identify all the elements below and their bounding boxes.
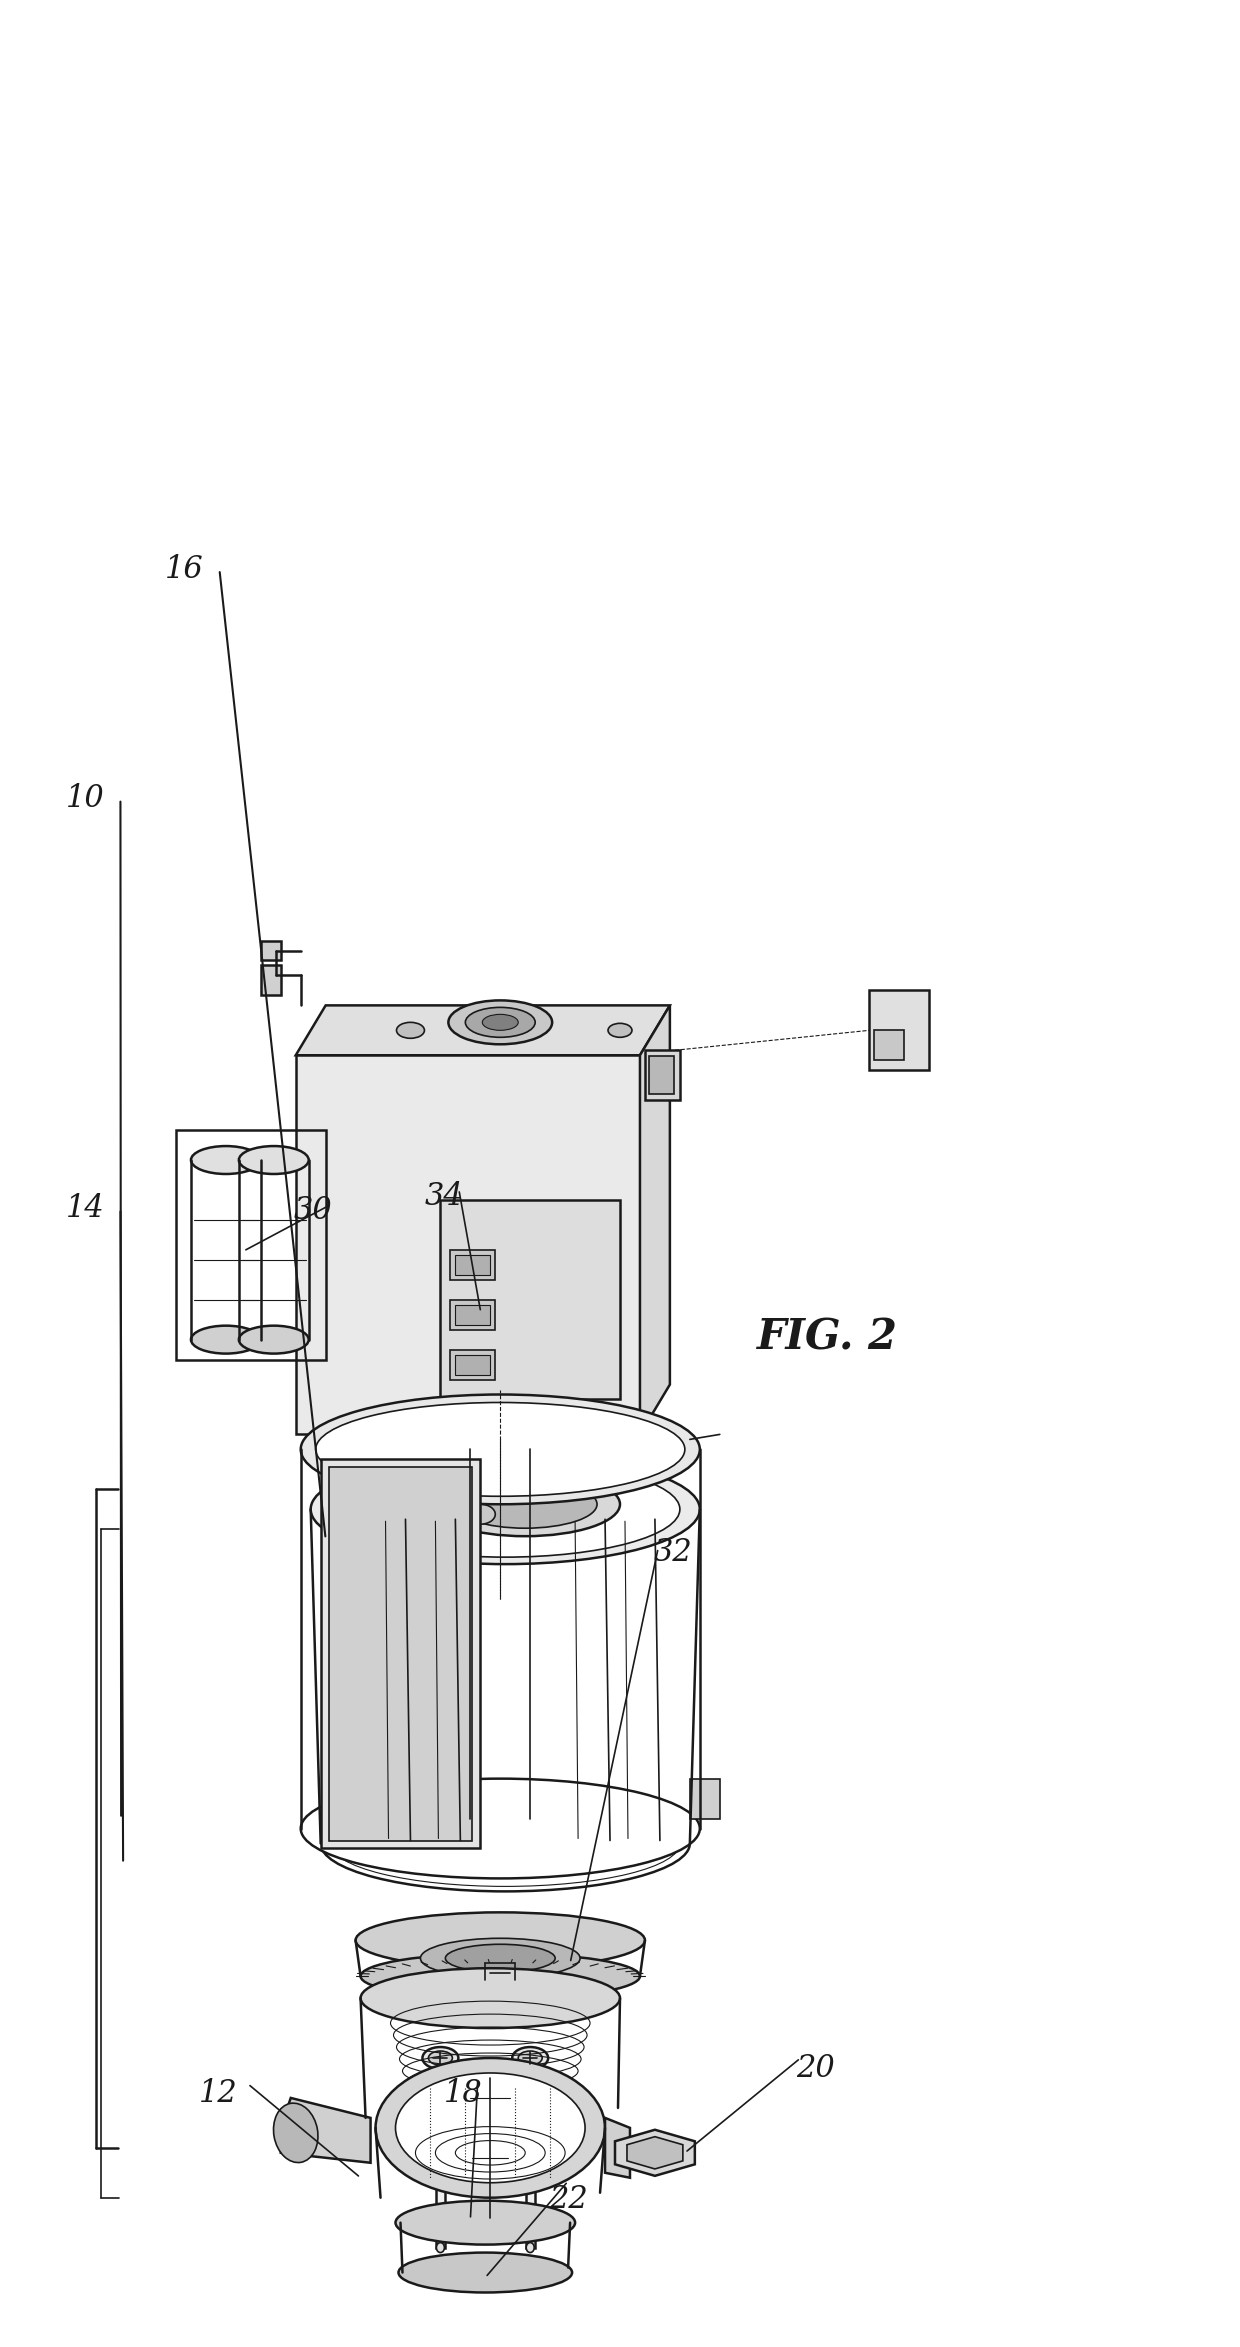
Ellipse shape: [396, 2201, 575, 2244]
Bar: [329, 1467, 472, 1840]
Text: 16: 16: [165, 554, 203, 584]
Ellipse shape: [405, 1493, 425, 1507]
Polygon shape: [295, 1005, 670, 1056]
Ellipse shape: [420, 1939, 580, 1979]
Polygon shape: [627, 2136, 683, 2169]
Text: 14: 14: [66, 1192, 105, 1225]
Ellipse shape: [321, 1795, 689, 1892]
Text: 32: 32: [653, 1537, 693, 1568]
Polygon shape: [295, 1056, 640, 1434]
Polygon shape: [615, 2129, 694, 2176]
Ellipse shape: [239, 1145, 309, 1174]
Ellipse shape: [398, 2253, 572, 2293]
Ellipse shape: [239, 1326, 309, 1354]
Ellipse shape: [331, 1462, 680, 1556]
Bar: [321, 1460, 480, 1849]
Ellipse shape: [526, 2244, 534, 2253]
Ellipse shape: [512, 2047, 548, 2070]
Ellipse shape: [311, 1455, 699, 1563]
Bar: [526, 2063, 536, 2248]
Ellipse shape: [465, 1007, 536, 1037]
Polygon shape: [280, 2098, 371, 2164]
Ellipse shape: [316, 1404, 684, 1497]
Ellipse shape: [482, 1014, 518, 1030]
Ellipse shape: [356, 1913, 645, 1969]
Bar: [649, 1056, 673, 1094]
Ellipse shape: [396, 2072, 585, 2183]
Text: 22: 22: [548, 2183, 588, 2216]
Bar: [874, 1030, 904, 1061]
Ellipse shape: [445, 1943, 556, 1971]
Polygon shape: [605, 2117, 630, 2178]
Ellipse shape: [301, 1779, 699, 1878]
Bar: [689, 1779, 719, 1819]
Bar: [450, 1300, 495, 1331]
Ellipse shape: [608, 1023, 632, 1037]
Ellipse shape: [274, 2103, 317, 2162]
Ellipse shape: [376, 2058, 605, 2197]
Ellipse shape: [398, 1488, 434, 1511]
Ellipse shape: [191, 1145, 260, 1174]
Bar: [260, 965, 280, 995]
Ellipse shape: [518, 2051, 542, 2065]
Text: 34: 34: [425, 1181, 464, 1213]
Ellipse shape: [191, 1326, 260, 1354]
Ellipse shape: [361, 1953, 640, 2000]
Ellipse shape: [436, 2244, 444, 2253]
Text: 18: 18: [444, 2079, 482, 2110]
Bar: [869, 990, 929, 1070]
Ellipse shape: [454, 1481, 596, 1528]
Bar: [450, 1251, 495, 1279]
Bar: [260, 941, 280, 960]
Ellipse shape: [423, 2047, 459, 2070]
Text: 10: 10: [66, 784, 105, 814]
Bar: [440, 1199, 620, 1399]
Bar: [455, 1305, 490, 1324]
Ellipse shape: [465, 1504, 495, 1523]
Ellipse shape: [449, 1000, 552, 1044]
Bar: [450, 1350, 495, 1380]
Bar: [436, 2063, 445, 2248]
Text: 20: 20: [796, 2054, 835, 2084]
Text: FIG. 2: FIG. 2: [758, 1317, 898, 1359]
Polygon shape: [640, 1005, 670, 1434]
Ellipse shape: [301, 1394, 699, 1504]
Bar: [645, 1049, 680, 1101]
Ellipse shape: [361, 1969, 620, 2028]
Ellipse shape: [397, 1023, 424, 1037]
Ellipse shape: [429, 2051, 453, 2065]
Ellipse shape: [430, 1472, 620, 1537]
Text: 30: 30: [294, 1195, 332, 1227]
Bar: [455, 1354, 490, 1375]
Text: 12: 12: [198, 2079, 237, 2110]
Bar: [455, 1256, 490, 1274]
